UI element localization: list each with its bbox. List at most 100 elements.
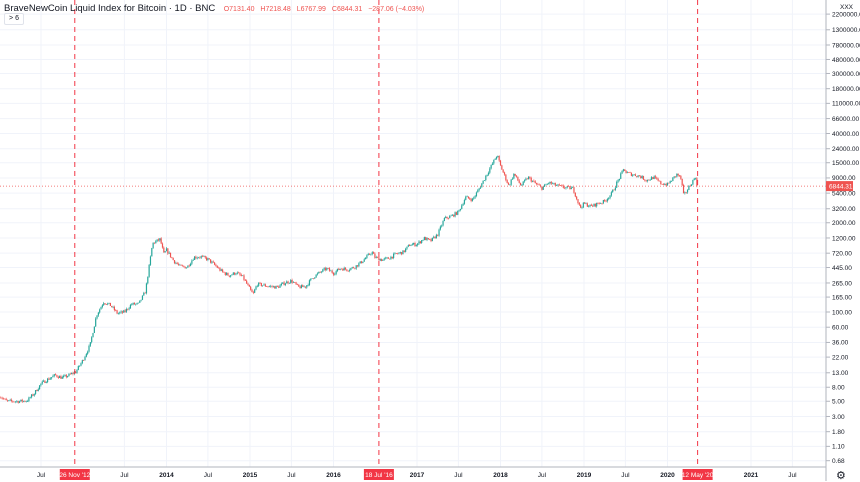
y-tick-label: 40000.00 xyxy=(832,131,859,138)
candle-body xyxy=(621,171,622,174)
candle-body xyxy=(484,180,485,181)
candle-body xyxy=(680,176,681,179)
candle-body xyxy=(568,186,569,187)
candle-body xyxy=(326,268,327,270)
candle-body xyxy=(519,180,520,182)
candle-body xyxy=(452,215,453,216)
candle-body xyxy=(286,282,287,284)
candle-body xyxy=(507,180,508,183)
candle-body xyxy=(609,196,610,199)
candle-body xyxy=(104,303,105,304)
candle-body xyxy=(585,203,586,204)
candle-body xyxy=(15,402,16,403)
y-tick-label: 1.10 xyxy=(832,444,845,451)
candle-body xyxy=(408,245,409,247)
marker-label: 12 May '20 xyxy=(682,472,714,479)
x-tick-label: 2021 xyxy=(744,472,759,479)
candle-body xyxy=(446,217,447,218)
candle-body xyxy=(496,157,497,159)
candle-body xyxy=(694,179,695,180)
candle-body xyxy=(625,171,626,173)
candle-body xyxy=(684,192,685,193)
candle-body xyxy=(245,280,246,281)
candle-body xyxy=(116,310,117,313)
candle-body xyxy=(401,252,402,254)
candle-body xyxy=(217,266,218,268)
candle-body xyxy=(390,257,391,260)
indicators-collapse-button[interactable]: > 6 xyxy=(4,13,24,25)
candle-body xyxy=(592,206,593,207)
candle-body xyxy=(544,185,545,187)
candle-body xyxy=(384,258,385,259)
candle-body xyxy=(205,256,206,257)
candle-body xyxy=(382,260,383,261)
candle-body xyxy=(145,293,146,294)
candle-body xyxy=(611,192,612,195)
candle-body xyxy=(285,283,286,284)
candle-body xyxy=(62,377,63,379)
candle-body xyxy=(227,273,228,276)
candle-body xyxy=(141,300,142,301)
candle-body xyxy=(6,399,7,400)
candle-body xyxy=(454,212,455,216)
candle-body xyxy=(175,263,176,264)
candle-body xyxy=(177,263,178,264)
candle-body xyxy=(146,283,147,293)
candle-body xyxy=(341,269,342,270)
candle-body xyxy=(198,258,199,259)
y-tick-label: 3.00 xyxy=(832,414,845,421)
candle-body xyxy=(166,248,167,251)
candle-body xyxy=(402,250,403,254)
candle-body xyxy=(174,260,175,263)
y-tick-label: 66000.00 xyxy=(832,116,859,123)
candle-body xyxy=(615,188,616,190)
symbol-title[interactable]: BraveNewCoin Liquid Index for Bitcoin · … xyxy=(4,3,215,14)
y-tick-label: 180000.00 xyxy=(832,86,860,93)
candle-body xyxy=(186,268,187,269)
candle-body xyxy=(635,174,636,176)
candle-body xyxy=(651,177,652,180)
candle-body xyxy=(233,273,234,275)
candle-body xyxy=(47,379,48,383)
candle-body xyxy=(520,183,521,185)
candle-body xyxy=(406,247,407,249)
candle-body xyxy=(194,257,195,260)
candle-body xyxy=(560,185,561,186)
candle-body xyxy=(27,401,28,402)
candle-body xyxy=(255,286,256,289)
candle-body xyxy=(251,290,252,292)
price-axis[interactable]: 2200000.001300000.00780000.00480000.0030… xyxy=(826,4,860,465)
candle-body xyxy=(26,401,27,402)
candle-body xyxy=(483,181,484,184)
candle-body xyxy=(161,238,162,243)
x-tick-label: Jul xyxy=(538,472,547,479)
currency-tag: XXX xyxy=(840,4,854,11)
candle-body xyxy=(84,357,85,360)
candle-body xyxy=(39,385,40,389)
candle-body xyxy=(617,180,618,182)
candle-body xyxy=(358,263,359,266)
candle-body xyxy=(666,184,667,185)
candle-body xyxy=(672,178,673,181)
candle-body xyxy=(134,303,135,305)
candle-body xyxy=(259,283,260,284)
candle-body xyxy=(449,216,450,218)
candle-body xyxy=(345,268,346,270)
candle-body xyxy=(453,215,454,217)
y-tick-label: 0.68 xyxy=(832,458,845,465)
candle-body xyxy=(632,175,633,176)
candle-body xyxy=(671,181,672,182)
candle-body xyxy=(619,179,620,180)
candle-body xyxy=(63,376,64,377)
candle-body xyxy=(159,238,160,240)
gear-icon[interactable]: ⚙ xyxy=(836,469,846,482)
candle-body xyxy=(686,192,687,193)
candle-body xyxy=(338,269,339,270)
candle-body xyxy=(167,248,168,253)
candle-body xyxy=(289,283,290,284)
candle-body xyxy=(226,273,227,275)
candle-body xyxy=(320,272,321,273)
x-tick-label: Jul xyxy=(287,472,296,479)
